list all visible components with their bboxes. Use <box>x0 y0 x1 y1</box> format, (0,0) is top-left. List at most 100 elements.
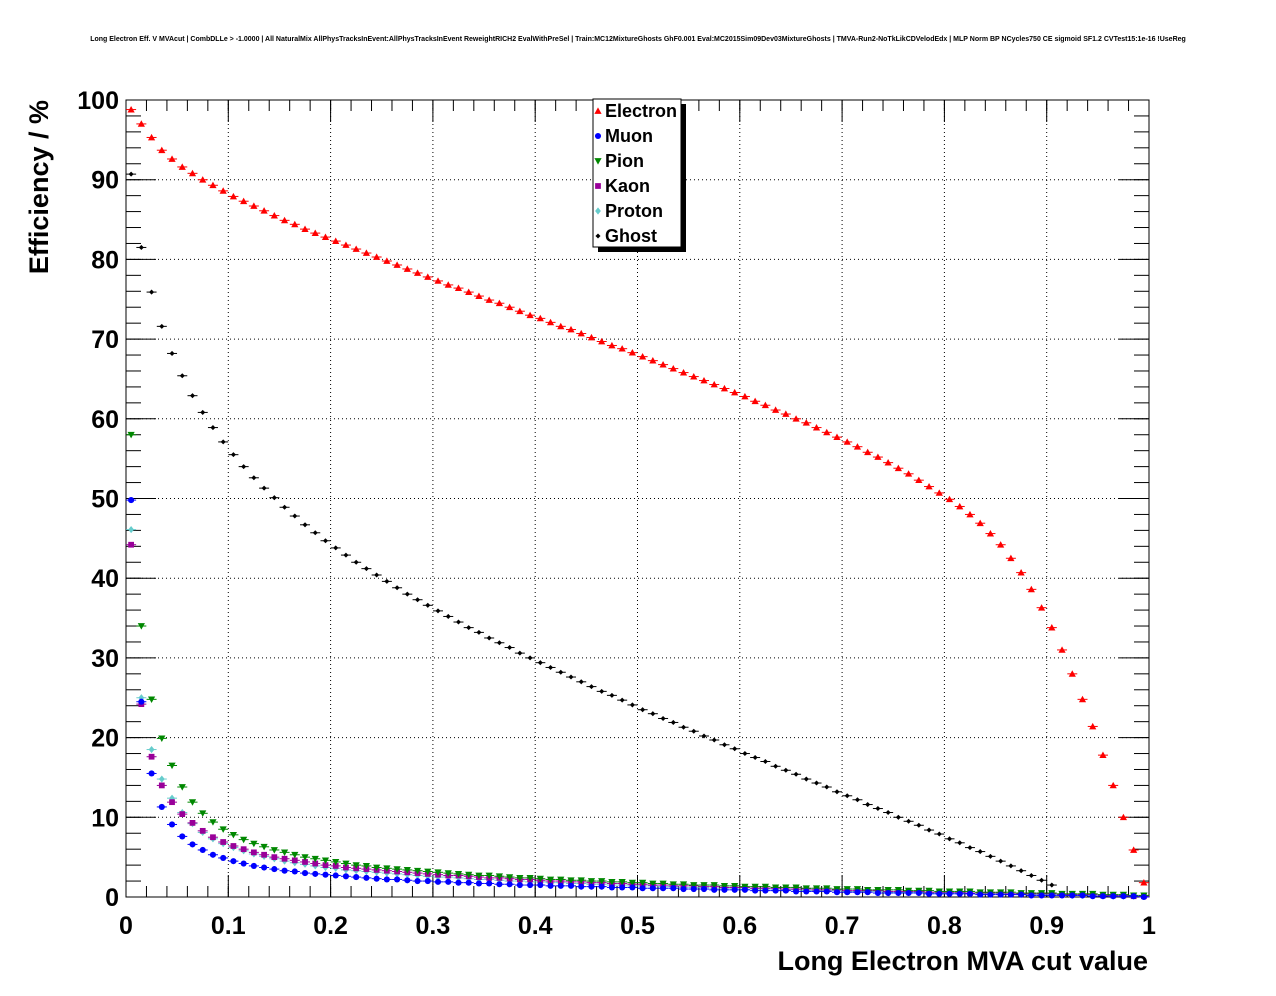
point-muon <box>833 889 841 896</box>
point-muon <box>1089 893 1096 900</box>
point-ghost <box>660 715 666 721</box>
point-electron <box>219 187 227 194</box>
point-electron <box>342 241 350 248</box>
point-ghost <box>435 608 441 614</box>
point-ghost <box>588 684 594 690</box>
point-muon <box>1140 893 1147 901</box>
point-pion <box>311 855 319 863</box>
point-electron <box>966 510 974 518</box>
point-ghost <box>895 814 901 820</box>
point-ghost <box>404 591 410 597</box>
point-electron <box>495 299 503 307</box>
point-pion <box>373 864 381 872</box>
point-proton <box>128 525 134 534</box>
legend-item-kaon: Kaon <box>595 176 650 196</box>
point-pion <box>659 880 667 888</box>
point-muon <box>342 873 350 880</box>
point-muon <box>373 875 380 882</box>
point-pion <box>546 876 555 884</box>
point-pion <box>669 881 677 888</box>
point-pion <box>178 784 186 791</box>
legend-item-electron: Electron <box>594 101 677 121</box>
point-muon <box>946 890 953 897</box>
point-ghost <box>977 849 983 855</box>
point-muon <box>158 803 165 810</box>
point-muon <box>414 878 421 885</box>
point-muon <box>752 887 759 894</box>
point-ghost <box>946 836 953 842</box>
point-ghost <box>394 585 400 591</box>
legend-marker-electron <box>594 107 602 114</box>
point-ghost <box>865 802 871 808</box>
point-ghost <box>517 650 523 656</box>
point-muon <box>588 883 595 890</box>
point-muon <box>997 891 1004 898</box>
legend-marker-pion <box>594 158 602 165</box>
series-ghost <box>126 171 1057 888</box>
point-ghost <box>640 707 646 713</box>
point-muon <box>1018 891 1025 898</box>
point-electron <box>413 269 422 276</box>
point-electron <box>843 438 851 445</box>
x-tick-label: 0.9 <box>1029 912 1064 940</box>
point-pion <box>147 696 156 703</box>
point-pion <box>710 882 718 889</box>
point-kaon <box>230 843 237 849</box>
point-muon <box>1058 892 1066 899</box>
point-electron <box>403 265 411 272</box>
point-muon <box>608 884 615 891</box>
point-electron <box>546 318 555 326</box>
legend-label-kaon: Kaon <box>605 176 650 196</box>
point-electron <box>229 192 238 200</box>
point-ghost <box>333 545 339 551</box>
point-muon <box>1007 891 1014 898</box>
point-electron <box>1007 554 1015 562</box>
point-ghost <box>568 674 574 680</box>
point-muon <box>179 833 186 840</box>
legend-items: Electron Muon Pion Kaon Proton Ghost <box>594 101 677 246</box>
point-pion <box>751 883 759 891</box>
point-muon <box>629 884 636 891</box>
point-electron <box>373 253 381 260</box>
point-kaon <box>128 541 134 548</box>
y-tick-label: 30 <box>91 645 119 673</box>
point-muon <box>1048 892 1055 899</box>
point-muon <box>465 879 472 886</box>
point-ghost <box>578 679 584 685</box>
point-pion <box>618 878 626 886</box>
point-electron <box>639 353 647 360</box>
point-ghost <box>936 831 942 837</box>
point-kaon <box>343 864 349 871</box>
y-tick-label: 50 <box>91 486 119 514</box>
point-electron <box>731 388 739 396</box>
point-muon <box>486 880 493 887</box>
point-kaon <box>281 855 288 862</box>
point-pion <box>301 854 309 861</box>
point-kaon <box>250 849 257 856</box>
point-ghost <box>834 789 840 795</box>
point-pion <box>628 879 636 887</box>
point-muon <box>189 841 196 848</box>
x-tick-label: 0.5 <box>620 912 655 940</box>
point-ghost <box>619 697 625 703</box>
point-pion <box>188 799 197 806</box>
point-pion <box>577 877 585 884</box>
point-pion <box>342 860 350 868</box>
point-pion <box>168 762 176 770</box>
point-ghost <box>169 350 175 356</box>
point-muon <box>1130 893 1137 900</box>
x-axis-tick-labels: 0 0.1 0.2 0.3 0.4 0.5 0.6 0.7 0.8 0.9 1 <box>119 912 1156 940</box>
point-pion <box>424 868 432 876</box>
point-pion <box>291 851 299 859</box>
x-tick-label: 0 <box>119 912 133 940</box>
point-pion <box>137 623 145 630</box>
point-pion <box>679 881 688 888</box>
point-muon <box>915 889 922 897</box>
point-electron <box>649 357 657 364</box>
point-muon <box>772 887 779 894</box>
point-kaon <box>179 811 186 817</box>
point-electron <box>915 476 923 484</box>
point-pion <box>403 867 411 874</box>
point-muon <box>844 889 851 896</box>
